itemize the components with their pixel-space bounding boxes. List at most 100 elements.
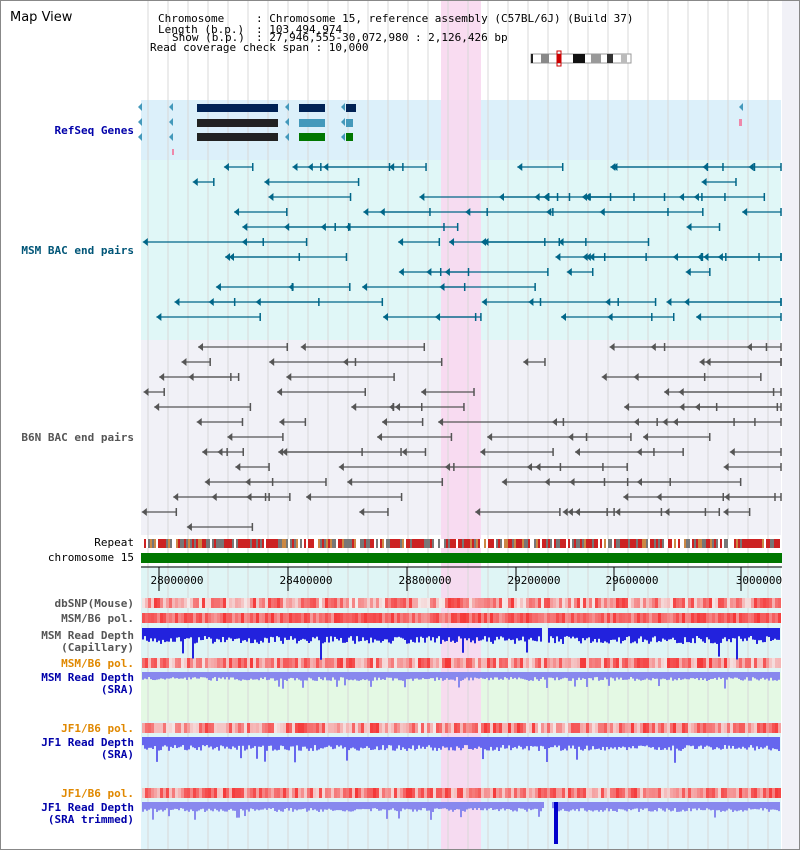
msm-sra-depth-bar — [394, 672, 396, 679]
msm-b6-pol-heat — [724, 613, 727, 623]
msm-capillary-depth-bar — [366, 628, 368, 641]
dbsnp-heat — [643, 598, 646, 608]
jf1-sra-depth-bar — [430, 737, 432, 748]
jf1-b6-pol-heat — [289, 723, 292, 733]
jf1-trimmed-depth-bar — [154, 802, 156, 809]
repeat-segment — [332, 539, 334, 548]
msm-capillary-depth-bar — [570, 628, 572, 639]
repeat-segment — [264, 539, 266, 548]
jf1-sra-depth-bar — [508, 737, 510, 746]
repeat-segment — [508, 539, 510, 548]
msm-sra-depth-bar — [662, 672, 664, 679]
axis-tick-label: 29200000 — [508, 574, 561, 587]
msm-sra-depth-bar — [640, 672, 642, 681]
msm-b6-pol-heat — [220, 613, 223, 623]
jf1-trimmed-depth-bar — [600, 802, 602, 811]
msm-b6-pol-sra-heat — [349, 658, 352, 668]
msm-sra-depth-bar — [314, 672, 316, 681]
jf1-b6-pol-trimmed-heat — [439, 788, 442, 798]
jf1-b6-pol-heat — [715, 723, 718, 733]
msm-sra-depth-bar — [190, 672, 192, 680]
jf1-trimmed-depth-bar — [446, 802, 448, 810]
msm-capillary-depth-bar — [580, 628, 582, 644]
jf1-trimmed-depth-bar — [538, 802, 540, 817]
msm-capillary-depth-bar — [642, 628, 644, 642]
msm-bac-pair-end — [156, 313, 162, 321]
b6n-bac-pair-end — [159, 373, 165, 381]
jf1-sra-depth-bar — [290, 737, 292, 747]
msm-sra-depth-bar — [752, 672, 754, 678]
msm-sra-depth-bar — [142, 672, 144, 680]
msm-capillary-depth-bar — [776, 628, 778, 640]
jf1-b6-pol-heat — [304, 723, 307, 733]
repeat-segment — [520, 539, 522, 548]
msm-b6-pol-sra-heat — [763, 658, 766, 668]
jf1-trimmed-depth-bar — [760, 802, 762, 809]
jf1-b6-pol-heat — [148, 723, 151, 733]
msm-b6-pol-sra-heat — [313, 658, 316, 668]
jf1-trimmed-depth-bar — [514, 802, 516, 811]
msm-b6-pol-heat — [358, 613, 361, 623]
jf1-b6-pol-trimmed-heat — [526, 788, 529, 798]
jf1-trimmed-depth-bar — [142, 802, 144, 812]
jf1-b6-pol-trimmed-heat — [196, 788, 199, 798]
repeat-segment — [278, 539, 280, 548]
dbsnp-heat — [256, 598, 259, 608]
repeat-segment — [566, 539, 568, 548]
dbsnp-heat — [196, 598, 199, 608]
msm-capillary-depth-bar — [392, 628, 394, 641]
msm-b6-pol-heat — [304, 613, 307, 623]
msm-capillary-depth-bar — [148, 628, 150, 642]
jf1-b6-pol-trimmed-heat — [349, 788, 352, 798]
dbsnp-heat — [349, 598, 352, 608]
jf1-b6-pol-trimmed-heat — [181, 788, 184, 798]
jf1-b6-pol-heat — [169, 723, 172, 733]
msm-b6-pol-heat — [763, 613, 766, 623]
jf1-trimmed-depth-bar — [700, 802, 702, 810]
jf1-b6-pol-heat — [700, 723, 703, 733]
jf1-sra-depth-bar — [296, 737, 298, 746]
jf1-sra-depth-bar — [330, 737, 332, 747]
jf1-b6-pol-trimmed-heat — [676, 788, 679, 798]
msm-sra-depth-bar — [558, 672, 560, 681]
jf1-trimmed-depth-bar — [178, 802, 180, 811]
jf1-trimmed-depth-bar — [766, 802, 768, 810]
msm-b6-pol-sra-heat — [721, 658, 724, 668]
jf1-b6-pol-heat — [574, 723, 577, 733]
msm-sra-depth-bar — [720, 672, 722, 679]
dbsnp-heat — [685, 598, 688, 608]
jf1-trimmed-depth-bar — [408, 802, 410, 810]
msm-b6-pol-heat — [451, 613, 454, 623]
msm-sra-depth-bar — [420, 672, 422, 680]
jf1-b6-pol-trimmed-heat — [220, 788, 223, 798]
jf1-trimmed-depth-bar — [764, 802, 766, 809]
msm-capillary-depth-bar — [400, 628, 402, 638]
jf1-trimmed-depth-bar — [692, 802, 694, 809]
jf1-trimmed-depth-bar — [328, 802, 330, 809]
jf1-sra-depth-bar — [382, 737, 384, 746]
msm-capillary-depth-bar — [632, 628, 634, 643]
dbsnp-heat — [709, 598, 712, 608]
msm-sra-depth-bar — [542, 672, 544, 678]
msm-b6-pol-sra-heat — [562, 658, 565, 668]
repeat-segment — [624, 539, 626, 548]
jf1-trimmed-depth-bar — [476, 802, 478, 810]
repeat-segment — [608, 539, 610, 548]
jf1-b6-pol-trimmed-heat — [442, 788, 445, 798]
msm-sra-depth-bar — [586, 672, 588, 687]
refseq-gene-arrow — [739, 103, 743, 111]
jf1-b6-pol-trimmed-heat — [193, 788, 196, 798]
jf1-trimmed-depth-bar — [450, 802, 452, 810]
jf1-b6-pol-trimmed-heat — [247, 788, 250, 798]
msm-b6-pol-heat — [181, 613, 184, 623]
msm-b6-pol-sra-heat — [547, 658, 550, 668]
msm-sra-depth-bar — [188, 672, 190, 678]
dbsnp-heat — [334, 598, 337, 608]
jf1-trimmed-depth-bar — [508, 802, 510, 810]
jf1-b6-pol-trimmed-heat — [754, 788, 757, 798]
msm-capillary-depth-bar — [416, 628, 418, 638]
msm-b6-pol-heat — [553, 613, 556, 623]
repeat-segment — [246, 539, 248, 548]
jf1-b6-pol-trimmed-heat — [403, 788, 406, 798]
